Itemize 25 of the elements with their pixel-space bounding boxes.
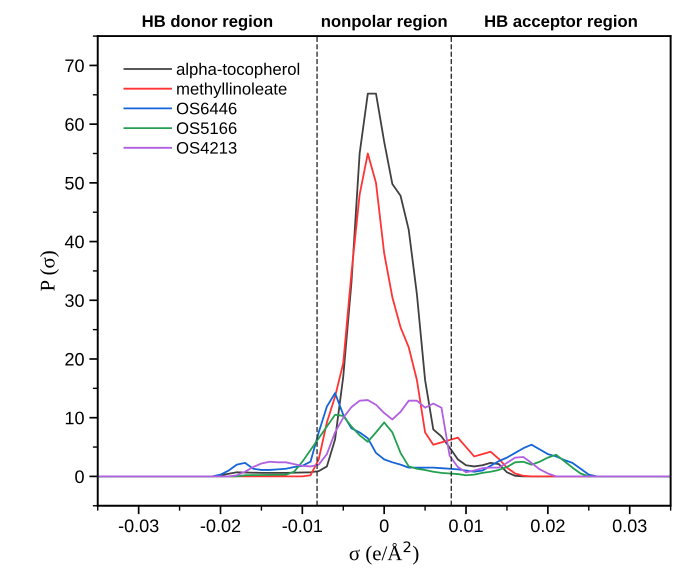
legend-label: alpha-tocopherol: [176, 62, 300, 78]
legend-label: OS6446: [176, 102, 236, 114]
x-tick-label: -0.02: [200, 519, 240, 532]
text: HB donor region: [142, 14, 272, 30]
text: HB acceptor region: [485, 14, 637, 30]
x-tick-label: 0.03: [612, 519, 646, 532]
x-tick-label: 0.02: [531, 519, 565, 532]
y-tick-label: 60: [65, 118, 84, 131]
x-tick-label: 0: [380, 519, 388, 532]
y-tick-label: 30: [65, 294, 84, 307]
legend-label: OS5166: [176, 122, 236, 134]
y-tick-label: 0: [75, 470, 84, 484]
x-tick-label: -0.03: [118, 519, 158, 532]
y-tick-label: 10: [66, 412, 84, 424]
x-tick-label: -0.01: [282, 519, 322, 532]
legend-label: methyllinoleate: [177, 82, 286, 98]
y-axis-title: P (σ): [40, 251, 59, 291]
x-tick-label: 0.01: [449, 519, 483, 532]
text: nonpolar region: [322, 14, 447, 30]
y-tick-label: 20: [65, 352, 84, 366]
x-axis-title: σ (e/Å$^{2}$): [350, 541, 418, 565]
y-tick-label: 70: [65, 59, 84, 72]
y-tick-label: 50: [65, 176, 84, 190]
legend-label: OS4213: [176, 142, 236, 154]
y-tick-label: 40: [64, 236, 84, 248]
